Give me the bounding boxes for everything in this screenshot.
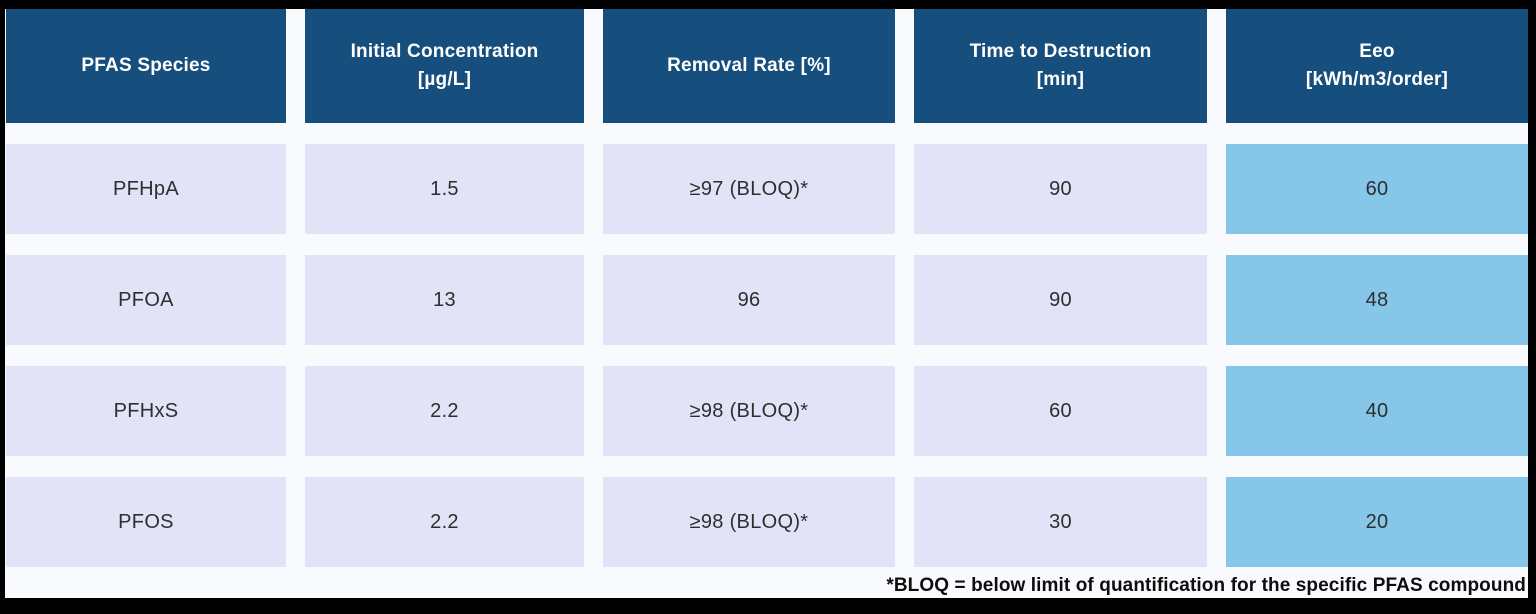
- cell-row2-time-to-destruction: 90: [914, 255, 1207, 345]
- header-cell-time-to-destruction: Time to Destruction [min]: [914, 9, 1207, 123]
- cell-row1-time-to-destruction: 90: [914, 144, 1207, 234]
- cell-row4-eeo: 20: [1226, 477, 1528, 567]
- cell-row2-eeo: 48: [1226, 255, 1528, 345]
- cell-row1-species: PFHpA: [6, 144, 286, 234]
- header-cell-eeo: Eeo [kWh/m3/order]: [1226, 9, 1528, 123]
- cell-row3-initial-concentration: 2.2: [305, 366, 584, 456]
- cell-row1-eeo: 60: [1226, 144, 1528, 234]
- header-cell-removal-rate: Removal Rate [%]: [603, 9, 895, 123]
- cell-row2-removal-rate: 96: [603, 255, 895, 345]
- cell-row3-removal-rate: ≥98 (BLOQ)*: [603, 366, 895, 456]
- cell-row2-species: PFOA: [6, 255, 286, 345]
- pfas-results-table: PFAS Species Initial Concentration [µg/L…: [5, 9, 1528, 567]
- bloq-footnote: *BLOQ = below limit of quantification fo…: [886, 575, 1526, 596]
- cell-row4-removal-rate: ≥98 (BLOQ)*: [603, 477, 895, 567]
- cell-row3-eeo: 40: [1226, 366, 1528, 456]
- cell-row4-initial-concentration: 2.2: [305, 477, 584, 567]
- cell-row1-initial-concentration: 1.5: [305, 144, 584, 234]
- cell-row1-removal-rate: ≥97 (BLOQ)*: [603, 144, 895, 234]
- cell-row3-species: PFHxS: [6, 366, 286, 456]
- cell-row4-species: PFOS: [6, 477, 286, 567]
- header-cell-initial-concentration: Initial Concentration [µg/L]: [305, 9, 584, 123]
- cell-row2-initial-concentration: 13: [305, 255, 584, 345]
- cell-row3-time-to-destruction: 60: [914, 366, 1207, 456]
- header-cell-pfas-species: PFAS Species: [6, 9, 286, 123]
- cell-row4-time-to-destruction: 30: [914, 477, 1207, 567]
